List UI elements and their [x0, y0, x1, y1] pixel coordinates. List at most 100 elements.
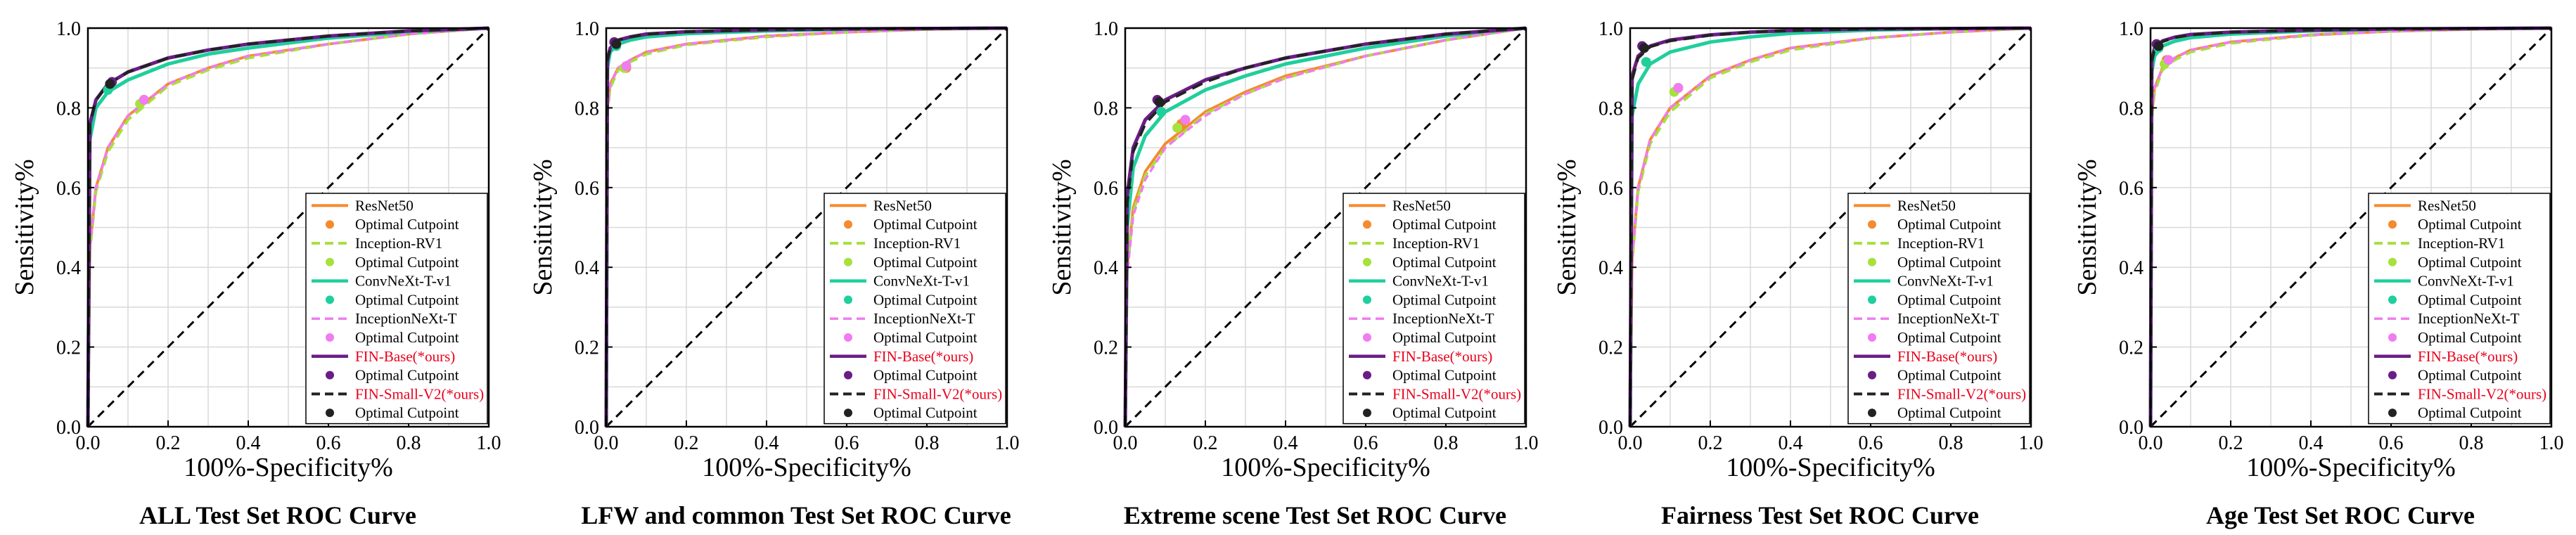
x-axis-label: 100%-Specificity% [1726, 453, 1935, 482]
roc-chart-4: 0.0 0.2 0.4 0.6 0.8 1.0 0.0 0.2 0.4 0.6 0.8 1.0 100%… [1552, 18, 2044, 529]
legend-swatch-dot [326, 333, 334, 342]
legend-label: Optimal Cutpoint [873, 291, 978, 308]
legend-swatch-dot [326, 370, 334, 380]
legend-label: Optimal Cutpoint [355, 254, 459, 271]
legend-label: Optimal Cutpoint [1392, 329, 1497, 346]
legend-swatch-dot [326, 295, 334, 304]
legend-swatch-dot [2388, 333, 2397, 342]
legend-label: InceptionNeXt-T [873, 310, 975, 327]
legend-label: Optimal Cutpoint [873, 404, 978, 421]
chart-title: ALL Test Set ROC Curve [139, 501, 416, 529]
y-axis-label: Sensitivity% [1552, 159, 1582, 295]
y-tick-label: 0.0 [2119, 417, 2144, 439]
y-tick-label: 0.6 [2119, 178, 2144, 200]
legend-label: FIN-Small-V2(*ours) [2418, 385, 2546, 402]
legend-label: Optimal Cutpoint [355, 216, 459, 233]
x-tick-label: 0.6 [316, 432, 341, 454]
legend-label: Inception-RV1 [2418, 235, 2505, 252]
x-tick-label: 1.0 [477, 432, 501, 454]
y-tick-label: 0.6 [56, 178, 81, 200]
legend-label: FIN-Base(*ours) [1392, 348, 1492, 365]
axes-frame [1629, 27, 2032, 428]
x-axis-label: 100%-Specificity% [702, 453, 911, 482]
y-tick-label: 0.8 [1598, 98, 1623, 120]
x-axis-label: 100%-Specificity% [1221, 453, 1430, 482]
legend-label: FIN-Base(*ours) [355, 348, 455, 365]
legend-swatch-dot [1868, 408, 1876, 418]
optimal-cutpoint-fin-small-v2-ours [1639, 43, 1649, 53]
axes-frame [1124, 27, 1527, 428]
y-tick-label: 0.0 [575, 417, 599, 439]
y-tick-label: 1.0 [56, 18, 81, 40]
legend-swatch-dot [1363, 295, 1371, 304]
legend-label: Optimal Cutpoint [355, 367, 459, 384]
legend-label: Optimal Cutpoint [2418, 216, 2522, 233]
chance-diagonal [2149, 27, 2553, 428]
y-axis-label: Sensitivity% [1047, 159, 1077, 295]
legend-box [1847, 193, 2030, 425]
legend-swatch-dot [326, 220, 334, 229]
legend-label: Optimal Cutpoint [1897, 216, 2001, 233]
x-tick-label: 0.2 [674, 432, 699, 454]
legend-swatch-dot [2388, 295, 2397, 304]
chart-title: Fairness Test Set ROC Curve [1661, 501, 1979, 529]
legend-label: ResNet50 [355, 197, 414, 214]
legend-label: ResNet50 [873, 197, 932, 214]
y-tick-label: 1.0 [1094, 18, 1118, 40]
y-tick-label: 0.6 [1094, 178, 1118, 200]
legend-swatch-dot [1363, 370, 1371, 380]
legend-label: Inception-RV1 [1897, 235, 1985, 252]
legend-swatch-dot [1363, 257, 1371, 266]
chance-diagonal [1124, 27, 1527, 428]
legend-label: Inception-RV1 [1392, 235, 1480, 252]
x-tick-label: 0.2 [156, 432, 181, 454]
legend-swatch-dot [2388, 408, 2397, 418]
optimal-cutpoint-inceptionnext-t [139, 95, 149, 105]
optimal-cutpoint-inceptionnext-t [1673, 83, 1684, 94]
legend-label: Optimal Cutpoint [1392, 367, 1497, 384]
legend-label: InceptionNeXt-T [355, 310, 457, 327]
legend-label: Optimal Cutpoint [1392, 291, 1497, 308]
y-tick-label: 0.4 [2119, 257, 2144, 279]
x-tick-label: 0.2 [1698, 432, 1723, 454]
roc-chart-2: 0.0 0.2 0.4 0.6 0.8 1.0 0.0 0.2 0.4 0.6 0.8 1.0 100%… [528, 18, 1020, 529]
x-tick-label: 0.6 [2379, 432, 2404, 454]
chart-title: Age Test Set ROC Curve [2206, 501, 2475, 529]
legend-label: FIN-Base(*ours) [2418, 348, 2518, 365]
optimal-cutpoint-inception-rv1 [1172, 122, 1183, 133]
y-tick-label: 0.2 [2119, 337, 2144, 359]
legend-label: Optimal Cutpoint [1897, 254, 2001, 271]
legend-label: ConvNeXt-T-v1 [1897, 273, 1994, 290]
legend-label: Optimal Cutpoint [1392, 404, 1497, 421]
optimal-cutpoint-fin-small-v2-ours [2153, 41, 2164, 51]
y-tick-label: 1.0 [2119, 18, 2144, 40]
legend-swatch-dot [1363, 220, 1371, 229]
y-tick-label: 0.4 [56, 257, 81, 279]
y-tick-label: 0.0 [1598, 417, 1623, 439]
chart-title: Extreme scene Test Set ROC Curve [1124, 501, 1506, 529]
x-tick-label: 0.2 [2219, 432, 2243, 454]
legend-box [2368, 193, 2551, 425]
legend-label: ConvNeXt-T-v1 [873, 273, 970, 290]
y-tick-label: 0.8 [56, 98, 81, 120]
y-axis-label: Sensitivity% [2072, 159, 2102, 295]
chance-diagonal [86, 27, 490, 428]
x-axis-label: 100%-Specificity% [2246, 453, 2456, 482]
legend-swatch-dot [2388, 370, 2397, 380]
y-axis-label: Sensitivity% [10, 159, 39, 295]
optimal-cutpoint-inceptionnext-t [2163, 55, 2174, 65]
x-tick-label: 0.6 [835, 432, 859, 454]
x-tick-label: 0.2 [1193, 432, 1218, 454]
roc-line-resnet50 [1124, 27, 1527, 427]
legend-label: Optimal Cutpoint [873, 216, 978, 233]
legend-label: Optimal Cutpoint [873, 254, 978, 271]
roc-chart-1: 0.0 0.2 0.4 0.6 0.8 1.0 0.0 0.2 0.4 0.6 0.8 1.0 100%… [10, 18, 501, 529]
axes-frame [2149, 27, 2553, 428]
x-tick-label: 0.0 [2139, 432, 2163, 454]
legend-swatch-dot [1868, 333, 1876, 342]
legend-swatch-dot [1363, 333, 1371, 342]
roc-line-inceptionnext-t [2149, 27, 2552, 427]
legend-swatch-dot [844, 370, 852, 380]
legend-swatch-dot [1868, 295, 1876, 304]
legend-label: ConvNeXt-T-v1 [1392, 273, 1489, 290]
